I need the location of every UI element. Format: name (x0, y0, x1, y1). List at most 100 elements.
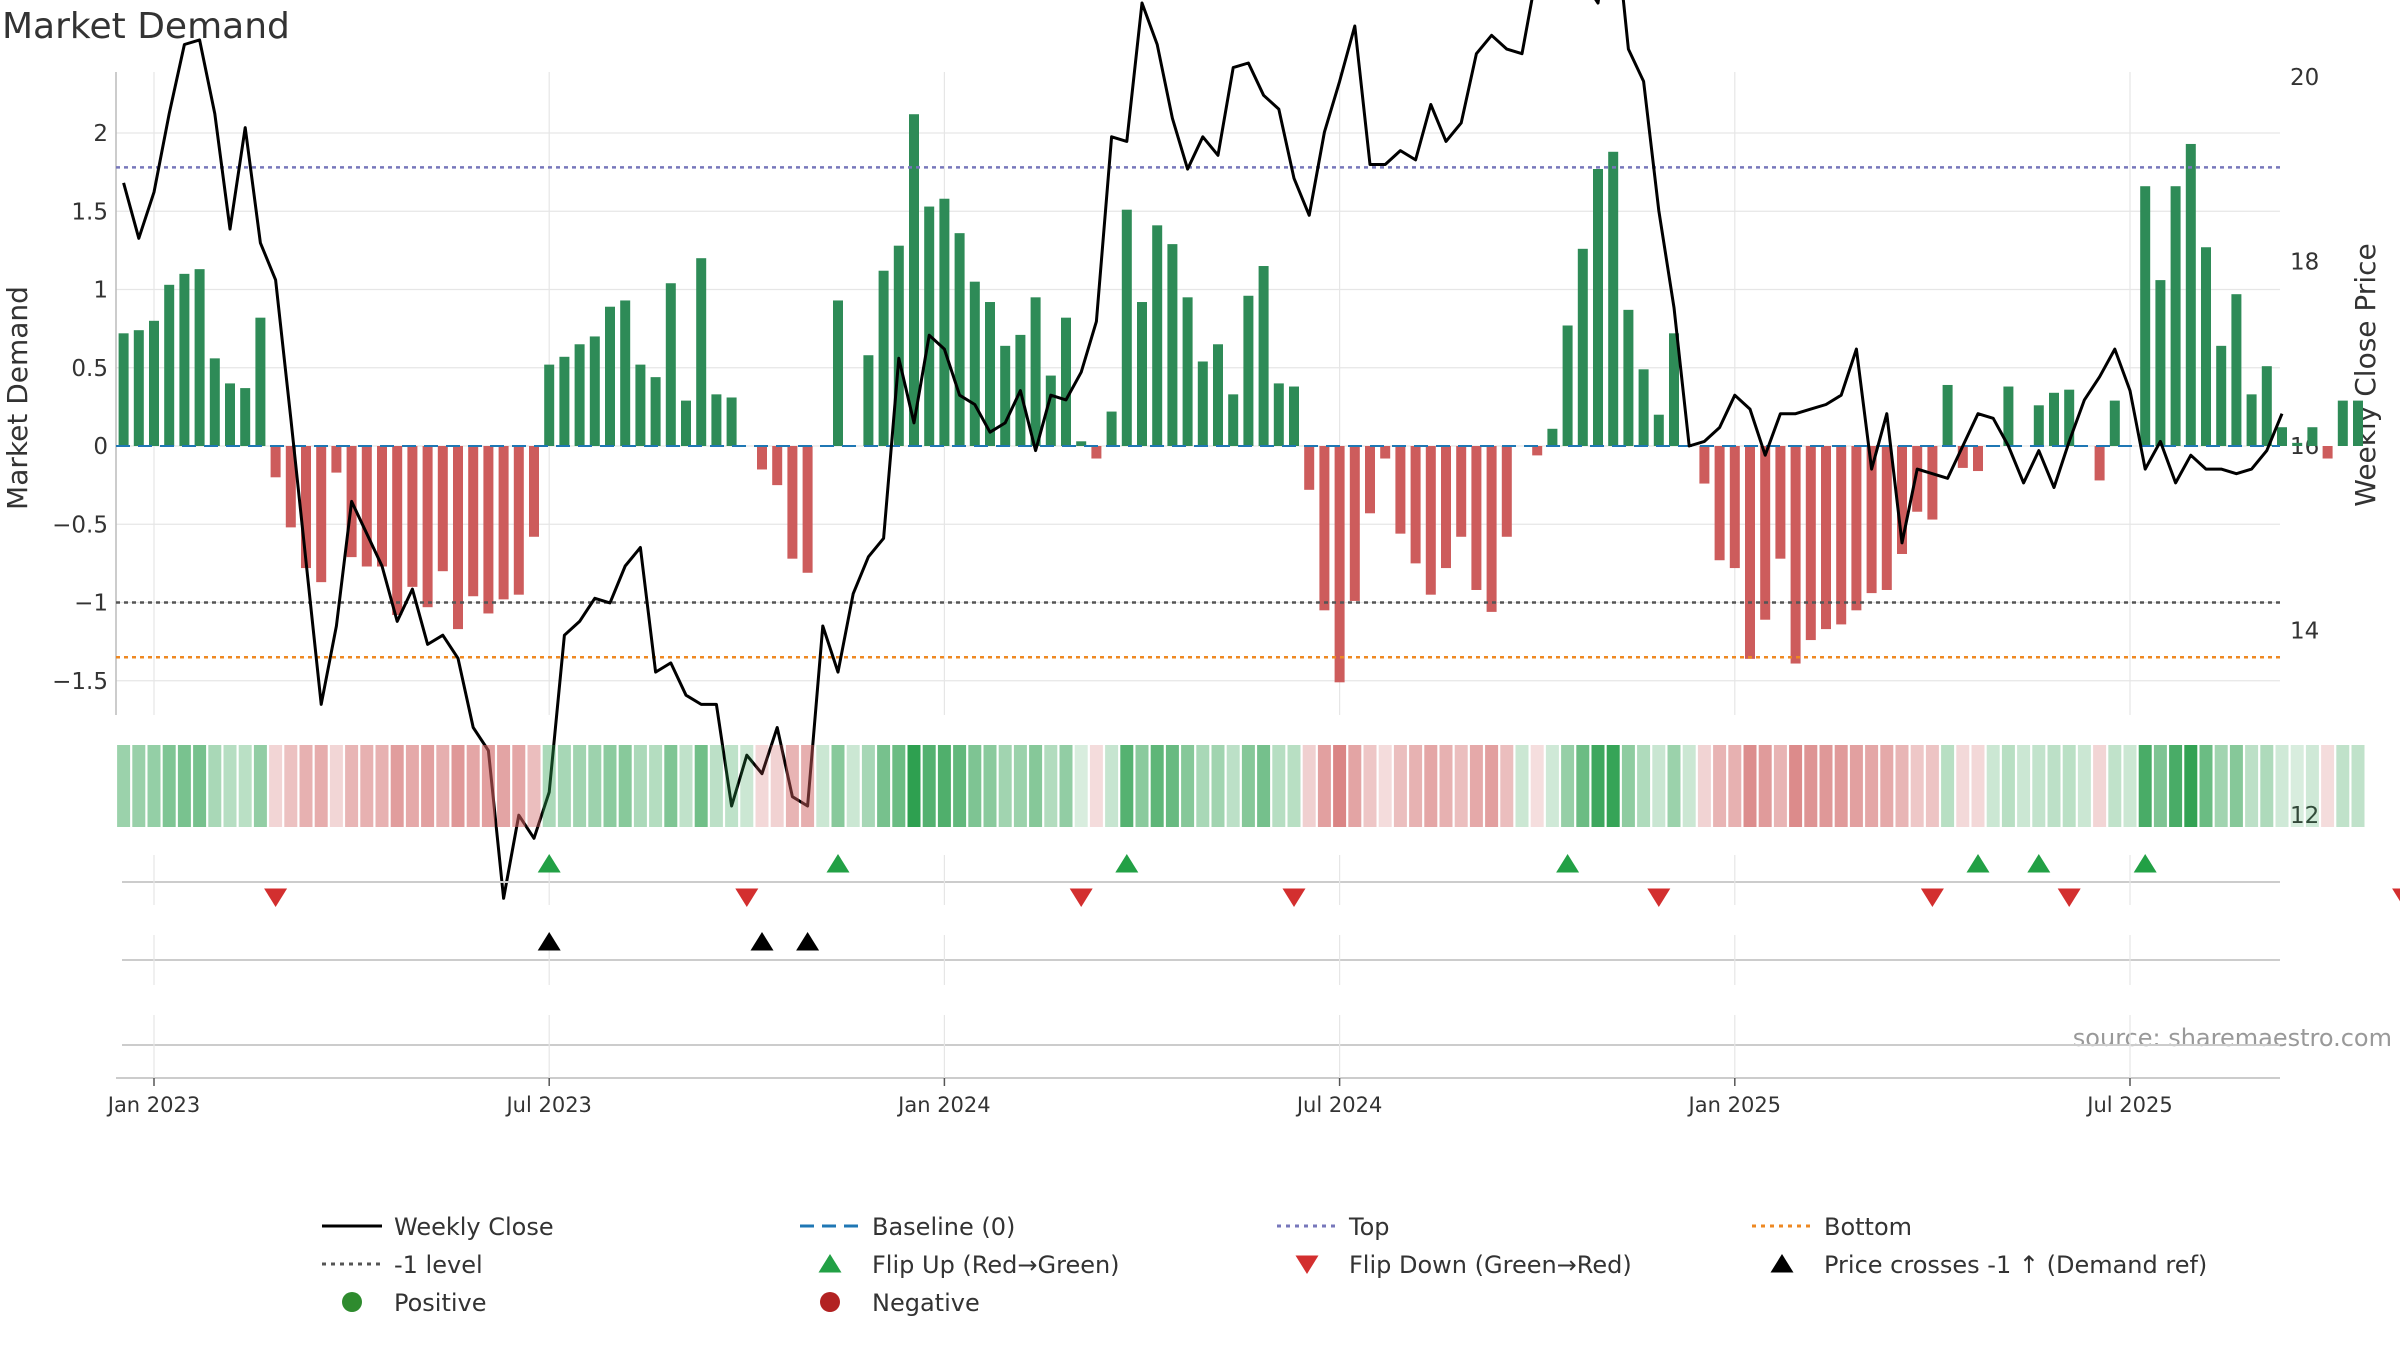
demand-bar (453, 446, 463, 630)
heatmap-cell (1956, 745, 1970, 827)
heatmap-cell (1865, 745, 1879, 827)
demand-bar (1304, 446, 1315, 490)
demand-bar (1380, 446, 1391, 459)
demand-bar (1045, 375, 1056, 446)
heatmap-cell (2290, 745, 2304, 827)
heatmap-cell (998, 745, 1012, 827)
heatmap-cell (1074, 745, 1088, 827)
demand-bar (1258, 266, 1269, 446)
x-tick-label: Jul 2023 (504, 1093, 591, 1117)
y-tick-label: −0.5 (52, 512, 108, 538)
heatmap-cell (861, 745, 875, 827)
heatmap-cell (375, 745, 389, 827)
demand-bar (1866, 446, 1877, 594)
heatmap-cell (223, 745, 237, 827)
heatmap-cell (1165, 745, 1179, 827)
demand-bar (2033, 405, 2044, 446)
demand-bar (1121, 209, 1132, 446)
heatmap-cell (512, 745, 526, 827)
demand-bar (1365, 446, 1375, 514)
demand-bar (954, 233, 965, 446)
demand-bar (635, 364, 646, 446)
heatmap-cell (2138, 745, 2152, 827)
demand-bar (2049, 392, 2059, 446)
demand-bar (1836, 446, 1847, 625)
legend-label: Weekly Close (394, 1213, 554, 1241)
demand-bar (802, 446, 813, 573)
heatmap-cell (1530, 745, 1544, 827)
heatmap-cell (937, 745, 951, 827)
heatmap-cell (117, 745, 131, 827)
price-cross-marker (796, 932, 820, 951)
demand-bar (2185, 143, 2196, 446)
heatmap-cell (1257, 745, 1271, 827)
demand-bar (1501, 446, 1512, 537)
heatmap-cell (2336, 745, 2350, 827)
demand-bar (650, 377, 661, 446)
demand-bar (1471, 446, 1482, 590)
demand-bar (1030, 297, 1041, 446)
heatmap-cell (1758, 745, 1772, 827)
legend-swatch (1295, 1255, 1319, 1274)
demand-bar (392, 446, 403, 616)
heatmap-cell (1743, 745, 1757, 827)
demand-bar (2277, 427, 2287, 446)
heatmap-cell (1606, 745, 1620, 827)
heatmap-cell (466, 745, 480, 827)
legend-label: -1 level (394, 1251, 483, 1279)
heatmap-cell (1409, 745, 1423, 827)
source-text: source: sharemaestro.com (2073, 1024, 2392, 1052)
heatmap-cell (573, 745, 587, 827)
heatmap-cell (1317, 745, 1331, 827)
demand-bar (179, 273, 190, 446)
demand-bar (164, 284, 175, 446)
demand-bar (1790, 446, 1801, 664)
demand-bar (1623, 309, 1634, 446)
heatmap-cell (1150, 745, 1164, 827)
heatmap-cell (1454, 745, 1468, 827)
heatmap-cell (177, 745, 191, 827)
heatmap-cell (1424, 745, 1438, 827)
chart-title: Market Demand (2, 6, 290, 47)
heatmap-cell (405, 745, 419, 827)
demand-bar (1395, 446, 1406, 534)
demand-bar (513, 446, 524, 595)
demand-bar (331, 446, 342, 473)
heatmap-cell (2245, 745, 2259, 827)
demand-bar (2261, 366, 2272, 446)
demand-bar (757, 446, 767, 470)
y2-tick-label: 20 (2290, 65, 2319, 91)
demand-bar (544, 364, 555, 446)
demand-bar (711, 394, 722, 446)
demand-bar (149, 320, 159, 446)
heatmap-cell (436, 745, 450, 827)
demand-bar (665, 283, 676, 446)
flip-up-marker (1966, 854, 1990, 873)
heatmap-cell (679, 745, 693, 827)
legend-label: Positive (394, 1289, 487, 1317)
flip-up-marker (537, 854, 561, 873)
y-tick-label: 2 (93, 121, 108, 147)
heatmap-cell (968, 745, 982, 827)
heatmap-cell (1971, 745, 1985, 827)
demand-bar (2246, 394, 2257, 446)
heatmap-cell (2229, 745, 2243, 827)
y2-tick-label: 12 (2290, 803, 2319, 829)
heatmap-cell (877, 745, 891, 827)
demand-bar (1851, 446, 1862, 611)
demand-bar (939, 198, 950, 446)
demand-bar (1182, 297, 1193, 446)
heatmap-cell (1029, 745, 1043, 827)
x-axis-ticks: Jan 2023 Jul 2023 Jan 2024 Jul 2024 Jan 2025… (106, 1015, 2280, 1117)
x-tick-label: Jan 2025 (1687, 1093, 1782, 1117)
demand-bar (1486, 446, 1497, 612)
heatmap-cell (649, 745, 663, 827)
flip-up-marker (826, 854, 850, 873)
demand-bar (1456, 446, 1467, 537)
heatmap-cell (2184, 745, 2198, 827)
heatmap-cell (1925, 745, 1939, 827)
demand-bar (1897, 446, 1907, 554)
demand-bar (255, 317, 266, 446)
y2-tick-label: 14 (2290, 619, 2319, 645)
heatmap-cell (314, 745, 328, 827)
